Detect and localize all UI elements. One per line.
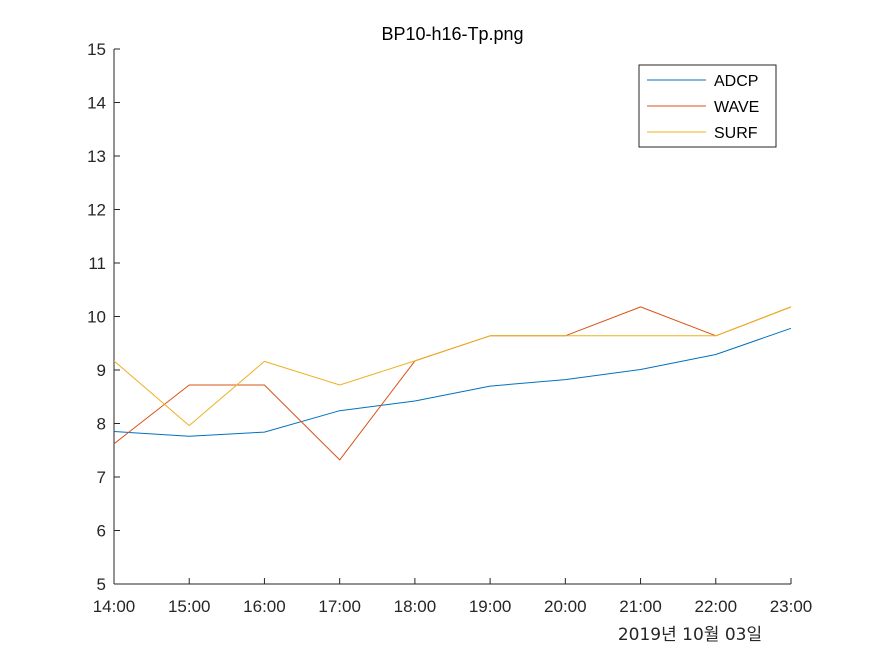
y-tick-label: 13 xyxy=(87,147,106,166)
y-tick-label: 5 xyxy=(97,575,106,594)
x-tick-label: 23:00 xyxy=(770,597,813,616)
y-tick-label: 6 xyxy=(97,522,106,541)
legend-label-surf: SURF xyxy=(714,125,758,142)
y-tick-label: 15 xyxy=(87,40,106,59)
legend: ADCP WAVE SURF xyxy=(638,64,777,148)
series-line-surf xyxy=(113,306,792,427)
x-tick-label: 18:00 xyxy=(394,597,437,616)
x-tick-label: 15:00 xyxy=(168,597,211,616)
x-tick-label: 20:00 xyxy=(544,597,587,616)
axes: 5 6 7 8 9 10 11 12 13 14 15 14:00 15:00 16:00 17:00 18:… xyxy=(87,40,812,616)
series-lines xyxy=(113,306,792,461)
y-tick-label: 12 xyxy=(87,201,106,220)
x-tick-label: 21:00 xyxy=(619,597,662,616)
y-tick-label: 10 xyxy=(87,308,106,327)
x-tick-label: 22:00 xyxy=(695,597,738,616)
x-tick-label: 16:00 xyxy=(243,597,286,616)
y-tick-label: 8 xyxy=(97,415,106,434)
legend-label-adcp: ADCP xyxy=(714,73,758,90)
y-tick-label: 9 xyxy=(97,361,106,380)
chart-title: BP10-h16-Tp.png xyxy=(381,24,523,44)
x-tick-label: 14:00 xyxy=(93,597,136,616)
legend-label-wave: WAVE xyxy=(714,99,759,116)
series-line-adcp xyxy=(113,327,792,437)
x-axis-date-label: 2019년 10월 03일 xyxy=(618,625,762,645)
x-tick-label: 19:00 xyxy=(469,597,512,616)
y-tick-label: 11 xyxy=(88,254,106,273)
y-tick-label: 7 xyxy=(97,468,106,487)
x-tick-label: 17:00 xyxy=(318,597,361,616)
y-tick-label: 14 xyxy=(87,94,106,113)
